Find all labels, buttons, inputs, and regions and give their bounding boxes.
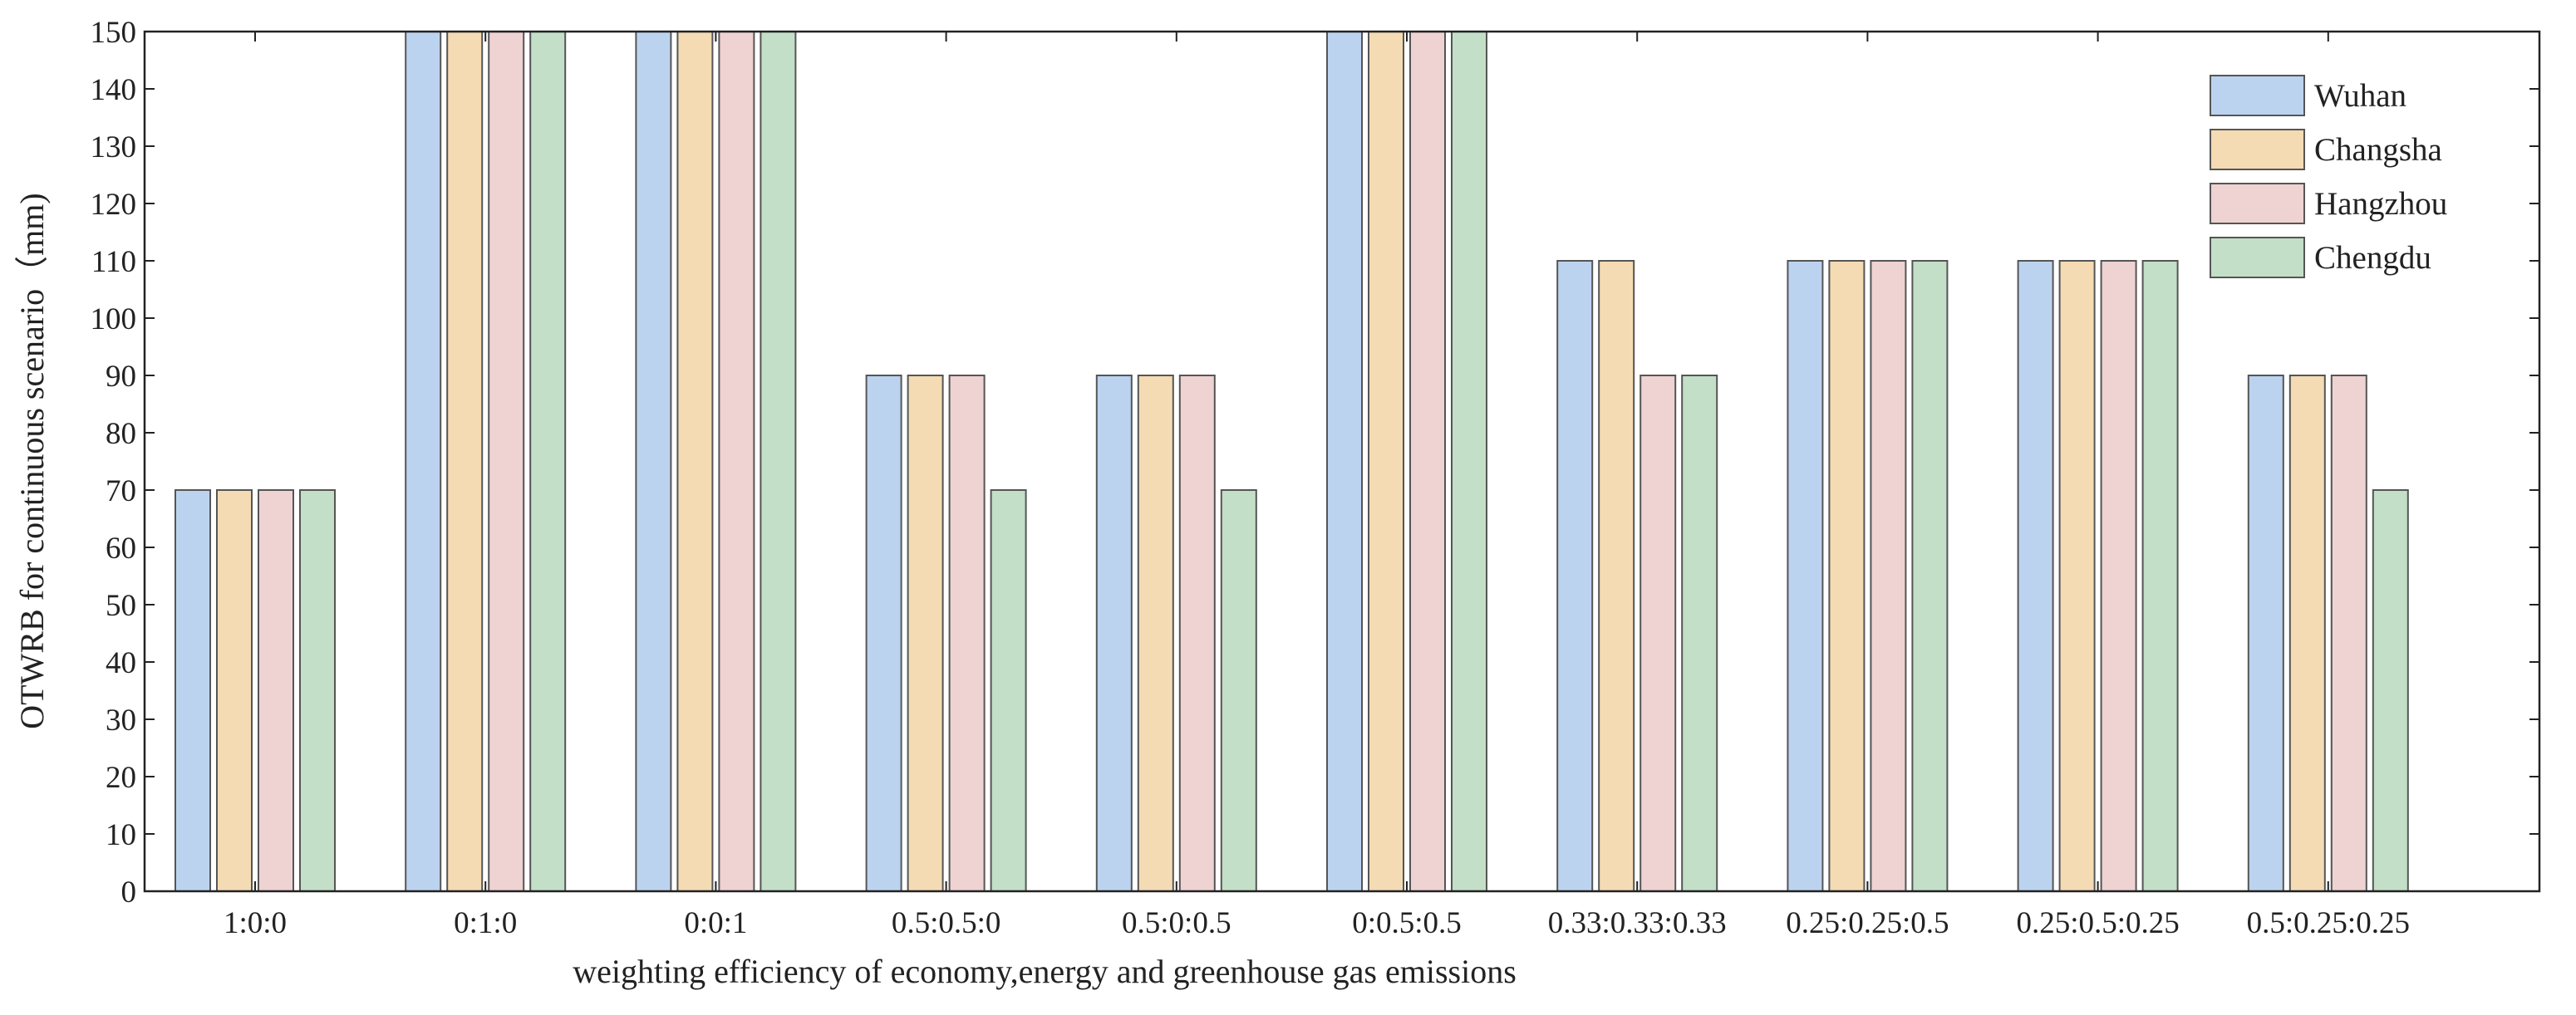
x-axis-title: weighting efficiency of economy,energy a… [573, 953, 1517, 990]
legend-swatch-wuhan [2210, 75, 2305, 116]
bar-chengdu-4 [990, 489, 1027, 892]
bar-chengdu-6 [1451, 31, 1487, 892]
x-tick-label: 0:0:1 [684, 906, 747, 940]
bar-chengdu-7 [1681, 375, 1718, 892]
bar-hangzhou-4 [948, 375, 986, 892]
bar-chengdu-10 [2372, 489, 2409, 892]
legend-swatch-changsha [2210, 129, 2305, 170]
y-tick-label: 60 [106, 532, 136, 566]
bar-hangzhou-1 [258, 489, 294, 892]
bar-changsha-6 [1368, 31, 1404, 892]
x-tick-label: 1:0:0 [224, 906, 287, 940]
legend-label-changsha: Changsha [2314, 132, 2442, 168]
bar-hangzhou-7 [1639, 375, 1677, 892]
legend-swatch-hangzhou [2210, 183, 2305, 224]
bar-changsha-10 [2288, 375, 2326, 892]
bar-hangzhou-8 [1870, 260, 1907, 892]
bar-changsha-4 [907, 375, 944, 892]
bar-changsha-8 [1828, 260, 1866, 892]
y-axis: 0 10 20 30 40 50 60 70 80 90 100 110 120 130 140 150 [91, 16, 2539, 910]
y-tick-label: 120 [91, 188, 137, 222]
bar-hangzhou-5 [1178, 375, 1216, 892]
y-tick-label: 70 [106, 474, 136, 508]
x-axis: 1:0:0 0:1:0 0:0:1 0.5:0.5:0 0.5:0:0.5 0:0.5:0… [224, 32, 2410, 940]
y-tick-label: 50 [106, 589, 136, 623]
bar-chengdu-9 [2141, 260, 2179, 892]
legend-label-hangzhou: Hangzhou [2314, 186, 2447, 222]
y-tick-label: 80 [106, 417, 136, 451]
y-tick-label: 40 [106, 646, 136, 680]
bar-wuhan-2 [405, 31, 442, 892]
y-tick-label: 0 [121, 875, 137, 910]
y-tick-label: 140 [91, 73, 137, 107]
y-tick-label: 10 [106, 818, 136, 852]
bar-changsha-3 [676, 31, 714, 892]
bar-changsha-1 [216, 489, 253, 892]
bar-wuhan-6 [1326, 31, 1363, 892]
y-tick-label: 110 [91, 245, 136, 279]
bar-wuhan-5 [1095, 375, 1133, 892]
legend: Wuhan Changsha Hangzhou Chengdu [2210, 75, 2447, 278]
bar-wuhan-9 [2017, 260, 2054, 892]
x-tick-label: 0.33:0.33:0.33 [1548, 906, 1727, 940]
legend-label-chengdu: Chengdu [2314, 240, 2431, 276]
x-tick-label: 0.25:0.5:0.25 [2016, 906, 2179, 940]
bar-chengdu-2 [529, 31, 567, 892]
x-tick-label: 0:1:0 [454, 906, 517, 940]
plot-frame [143, 30, 2541, 893]
bar-wuhan-4 [865, 375, 902, 892]
y-tick-label: 130 [91, 130, 137, 164]
bar-chengdu-3 [760, 31, 797, 892]
bars-layer [175, 31, 2409, 892]
x-tick-label: 0.5:0.5:0 [892, 906, 1001, 940]
bar-chengdu-1 [299, 489, 336, 892]
x-tick-label: 0.5:0.25:0.25 [2247, 906, 2410, 940]
y-tick-label: 150 [91, 16, 137, 50]
bar-hangzhou-3 [718, 31, 755, 892]
x-tick-label: 0.5:0:0.5 [1122, 906, 1231, 940]
legend-label-wuhan: Wuhan [2314, 78, 2406, 114]
bar-wuhan-3 [635, 31, 672, 892]
bar-wuhan-10 [2247, 375, 2284, 892]
bar-hangzhou-9 [2100, 260, 2137, 892]
bar-changsha-7 [1598, 260, 1635, 892]
bar-hangzhou-2 [488, 31, 525, 892]
bar-changsha-5 [1137, 375, 1174, 892]
bar-wuhan-8 [1787, 260, 1824, 892]
bar-changsha-9 [2058, 260, 2096, 892]
y-tick-label: 90 [106, 360, 136, 394]
bar-changsha-2 [446, 31, 484, 892]
bar-hangzhou-10 [2330, 375, 2367, 892]
bar-chengdu-8 [1911, 260, 1949, 892]
y-tick-label: 20 [106, 761, 136, 795]
y-tick-label: 100 [91, 302, 137, 336]
legend-swatch-chengdu [2210, 237, 2305, 278]
bar-hangzhou-6 [1409, 31, 1446, 892]
bar-wuhan-1 [175, 489, 211, 892]
bar-wuhan-7 [1556, 260, 1594, 892]
bar-chengdu-5 [1220, 489, 1257, 892]
y-axis-title: OTWRB for continuous scenario（mm) [13, 193, 51, 728]
x-tick-label: 0.25:0.25:0.5 [1786, 906, 1949, 940]
x-tick-label: 0:0.5:0.5 [1352, 906, 1462, 940]
y-tick-label: 30 [106, 704, 136, 738]
